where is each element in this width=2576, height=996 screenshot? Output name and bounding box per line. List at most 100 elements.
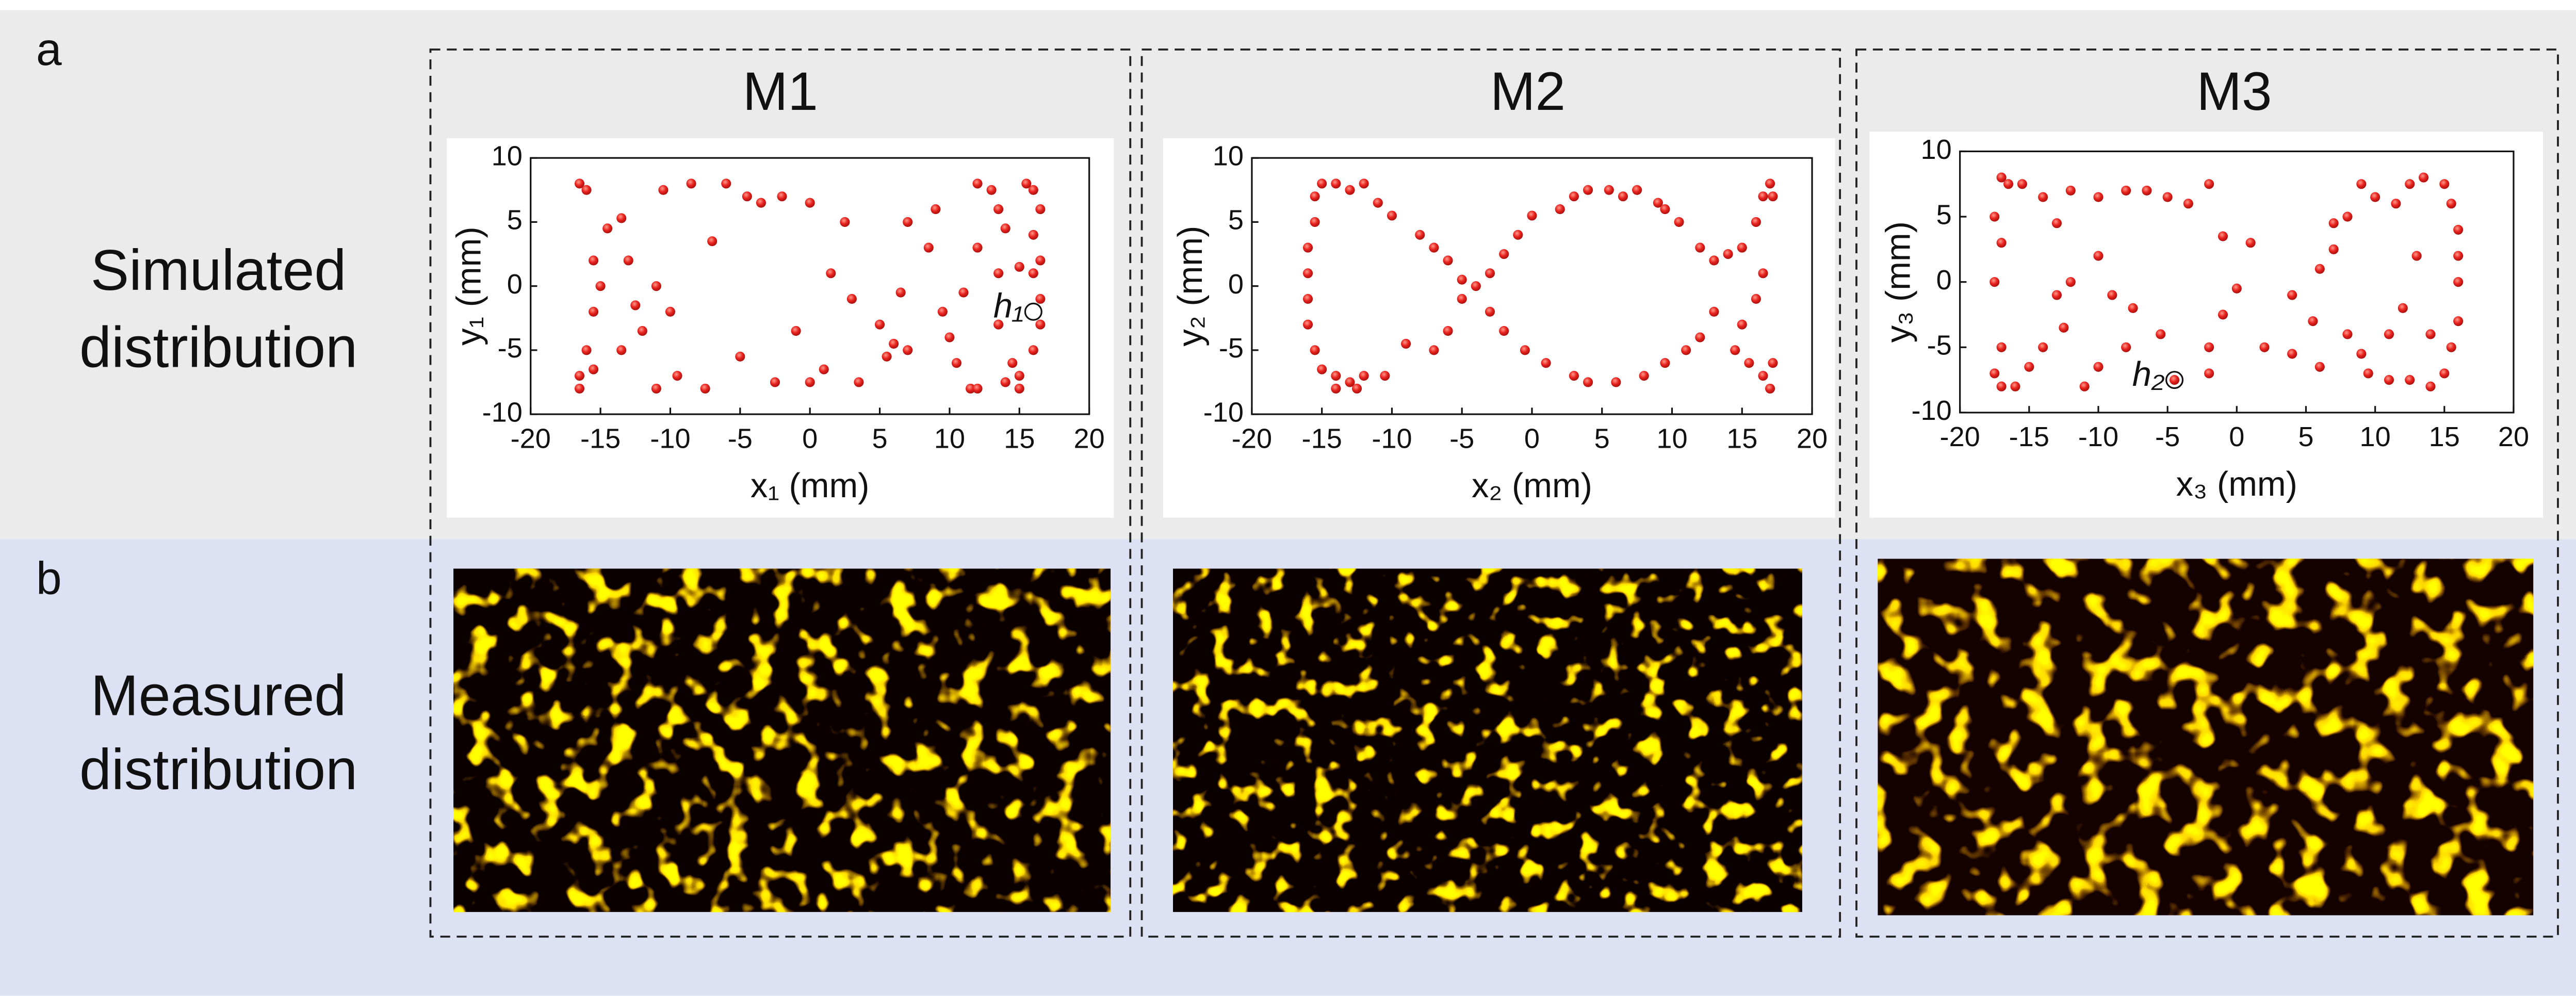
point — [1310, 345, 1320, 355]
point — [658, 185, 669, 195]
plot-background — [1869, 132, 2544, 518]
point — [602, 223, 613, 234]
point — [1331, 383, 1341, 394]
point — [1035, 293, 1046, 304]
point — [1758, 370, 1768, 381]
point — [1485, 268, 1495, 279]
point — [2024, 362, 2034, 372]
point — [1317, 178, 1327, 189]
point — [2446, 199, 2456, 209]
plot-background — [1163, 138, 1835, 518]
point — [616, 213, 627, 223]
point — [2051, 218, 2062, 228]
point — [1429, 242, 1439, 253]
x-tick-label: -20 — [1940, 421, 1980, 452]
point — [791, 326, 801, 336]
point — [1302, 293, 1313, 304]
y-tick-label: -5 — [1219, 333, 1244, 364]
point — [1611, 377, 1621, 387]
point — [2059, 322, 2069, 333]
x-tick-label: 10 — [934, 423, 965, 454]
point — [1380, 370, 1390, 381]
point — [2065, 185, 2076, 195]
point — [923, 242, 934, 253]
plot-background — [447, 138, 1114, 518]
point — [589, 306, 599, 317]
column-box — [1140, 48, 1841, 938]
point — [931, 204, 941, 215]
y-tick-label: 5 — [1228, 205, 1244, 236]
row-label: distribution — [79, 737, 357, 802]
point — [889, 338, 899, 349]
point — [1443, 255, 1453, 266]
point — [2093, 192, 2104, 202]
y-tick-label: 0 — [1228, 269, 1244, 300]
point — [2170, 375, 2180, 385]
x-tick-label: 0 — [2229, 421, 2244, 452]
point — [1723, 249, 1733, 259]
y-tick-label: 5 — [1936, 199, 1952, 230]
point — [1373, 198, 1383, 208]
point — [581, 185, 592, 195]
point — [665, 306, 676, 317]
point — [1990, 368, 2000, 379]
point — [1583, 377, 1593, 387]
point — [1604, 185, 1614, 195]
point — [1569, 191, 1579, 202]
point — [574, 383, 585, 394]
point — [1639, 370, 1649, 381]
point — [874, 319, 885, 330]
point — [2038, 192, 2048, 202]
point — [1310, 217, 1320, 227]
point — [2314, 264, 2325, 274]
y-tick-label: 0 — [507, 269, 523, 300]
point — [1674, 217, 1684, 227]
point — [2342, 329, 2353, 339]
point — [1541, 358, 1551, 368]
point — [1359, 370, 1369, 381]
point — [1331, 178, 1341, 189]
point — [805, 377, 815, 387]
point — [2231, 283, 2242, 293]
point — [2419, 172, 2429, 183]
point — [2142, 185, 2152, 195]
point — [1035, 319, 1046, 330]
x-tick-label: 15 — [1726, 423, 1757, 454]
x-tick-label: 20 — [2498, 421, 2529, 452]
point — [1007, 358, 1018, 368]
highlight-ring — [2165, 371, 2184, 389]
point — [1695, 332, 1705, 342]
x-tick-label: -5 — [728, 423, 753, 454]
point — [1758, 191, 1768, 202]
point — [2010, 381, 2020, 391]
point — [1695, 242, 1705, 253]
point — [2405, 375, 2415, 385]
y-tick-label: 10 — [1921, 134, 1952, 165]
point — [1751, 293, 1761, 304]
point — [846, 293, 857, 304]
point — [2003, 179, 2014, 189]
point — [2439, 368, 2450, 379]
x-tick-label: 15 — [2429, 421, 2460, 452]
point — [2356, 349, 2367, 359]
point — [2162, 192, 2173, 202]
point — [840, 217, 850, 227]
point — [1990, 211, 2000, 222]
point — [972, 178, 983, 189]
point — [735, 351, 745, 362]
point — [2453, 277, 2464, 287]
point — [2121, 342, 2131, 352]
x-tick-label: 0 — [802, 423, 818, 454]
point — [1990, 277, 2000, 287]
point — [2038, 342, 2048, 352]
point — [2328, 244, 2339, 254]
point — [2287, 290, 2297, 300]
measured-spots — [1878, 559, 2534, 916]
point — [1996, 172, 2007, 183]
y-axis-label: y₃ (mm) — [1879, 221, 1918, 342]
panel-label: a — [36, 23, 62, 75]
x-tick-label: -15 — [1302, 423, 1342, 454]
point — [1302, 319, 1313, 330]
annotation: h₂ — [2132, 355, 2165, 394]
point — [854, 377, 864, 387]
